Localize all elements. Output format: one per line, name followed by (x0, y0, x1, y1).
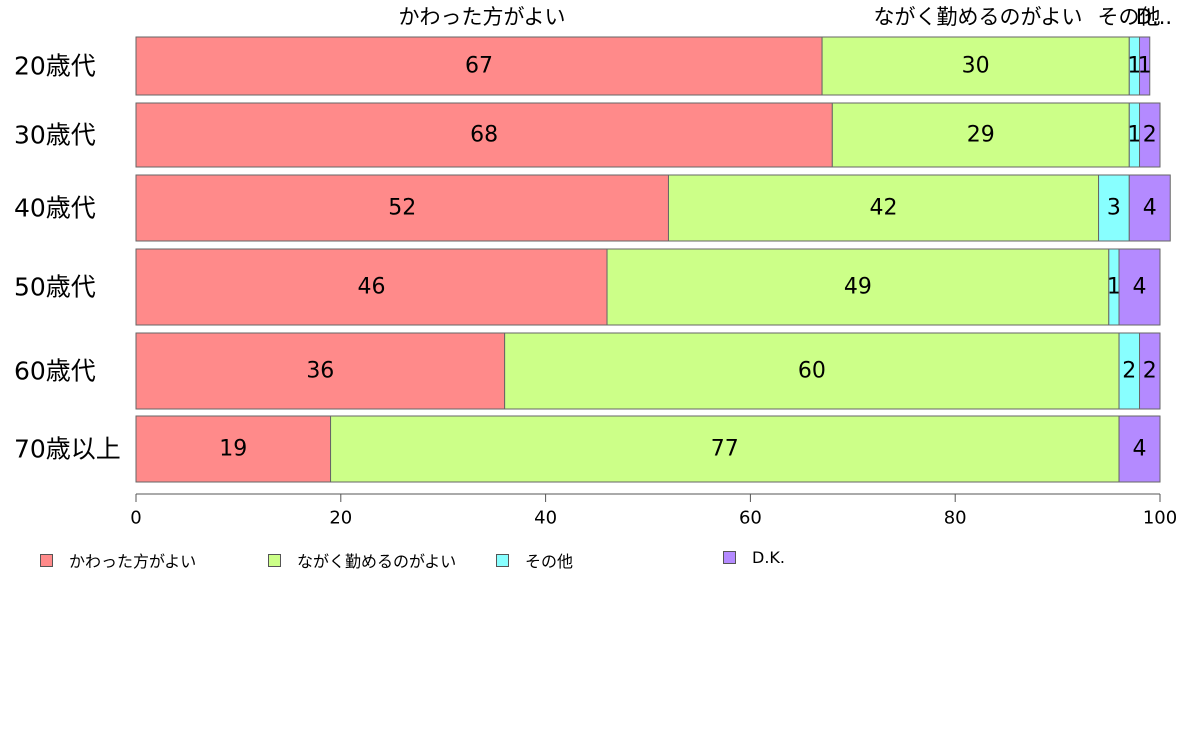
data-label: 67 (465, 54, 493, 79)
legend-swatch-kawatta (40, 553, 53, 567)
bar-segment (135, 36, 823, 96)
data-label: 68 (470, 123, 498, 148)
legend-item-sonota: その他 (496, 548, 573, 572)
legend-label-kawatta: かわった方がよい (69, 552, 197, 571)
bar-segment (1139, 332, 1161, 410)
bar-segment (831, 102, 1130, 168)
data-label: 2 (1122, 359, 1136, 384)
data-label: 3 (1107, 196, 1121, 221)
bar-segment (1139, 36, 1151, 96)
top-label: ながく勤めるのがよい (874, 5, 1083, 29)
legend-label-dk: D.K. (752, 548, 785, 567)
legend-item-kawatta: かわった方がよい (40, 548, 196, 572)
bar-segment (135, 248, 608, 326)
data-label: 2 (1143, 123, 1157, 148)
data-label: 4 (1133, 437, 1147, 462)
bar-segment (606, 248, 1110, 326)
data-label: 2 (1143, 359, 1157, 384)
data-label: 4 (1133, 275, 1147, 300)
top-label: D... (1136, 5, 1172, 29)
legend-swatch-dk (723, 551, 736, 564)
data-label: 52 (388, 196, 416, 221)
category-label: 50歳代 (14, 273, 96, 302)
bar-segment (330, 415, 1120, 483)
x-tick-label: 60 (739, 508, 762, 529)
bar-segment (135, 102, 833, 168)
bar-segment (1118, 415, 1161, 483)
legend-item-dk: D.K. (723, 548, 785, 567)
category-label: 60歳代 (14, 357, 96, 386)
legend-swatch-sonota (496, 553, 509, 567)
top-label: その他 (1098, 5, 1161, 29)
x-tick-label: 80 (944, 508, 967, 529)
legend-label-nagaku: ながく勤めるのがよい (297, 552, 457, 571)
legend-label-sonota: その他 (525, 552, 574, 571)
data-label: 77 (711, 437, 739, 462)
data-label: 1 (1127, 54, 1141, 79)
data-label: 42 (870, 196, 898, 221)
data-label: 19 (219, 437, 247, 462)
bar-segment (135, 332, 506, 410)
data-label: 60 (798, 359, 826, 384)
legend: かわった方がよい ながく勤めるのがよい その他 D.K. (0, 548, 1188, 572)
category-label: 30歳代 (14, 121, 96, 150)
data-label: 1 (1127, 123, 1141, 148)
data-label: 36 (306, 359, 334, 384)
bar-segment (1139, 102, 1161, 168)
data-label: 1 (1138, 54, 1152, 79)
legend-item-nagaku: ながく勤めるのがよい (268, 548, 456, 572)
data-label: 1 (1107, 275, 1121, 300)
top-label: かわった方がよい (399, 5, 566, 29)
data-label: 46 (358, 275, 386, 300)
category-label: 40歳代 (14, 194, 96, 223)
bar-segment (667, 174, 1100, 242)
bar-segment (135, 174, 669, 242)
x-tick-label: 100 (1143, 508, 1177, 529)
category-label: 20歳代 (14, 52, 96, 81)
x-tick-label: 20 (329, 508, 352, 529)
x-tick-label: 0 (130, 508, 141, 529)
bar-segment (1128, 174, 1171, 242)
data-label: 4 (1143, 196, 1157, 221)
bar-segment (135, 415, 332, 483)
bar-segment (821, 36, 1130, 96)
x-tick-label: 40 (534, 508, 557, 529)
data-label: 29 (967, 123, 995, 148)
bar-segment (1118, 248, 1161, 326)
data-label: 30 (962, 54, 990, 79)
data-label: 49 (844, 275, 872, 300)
category-label: 70歳以上 (14, 435, 121, 464)
legend-swatch-nagaku (268, 553, 281, 567)
